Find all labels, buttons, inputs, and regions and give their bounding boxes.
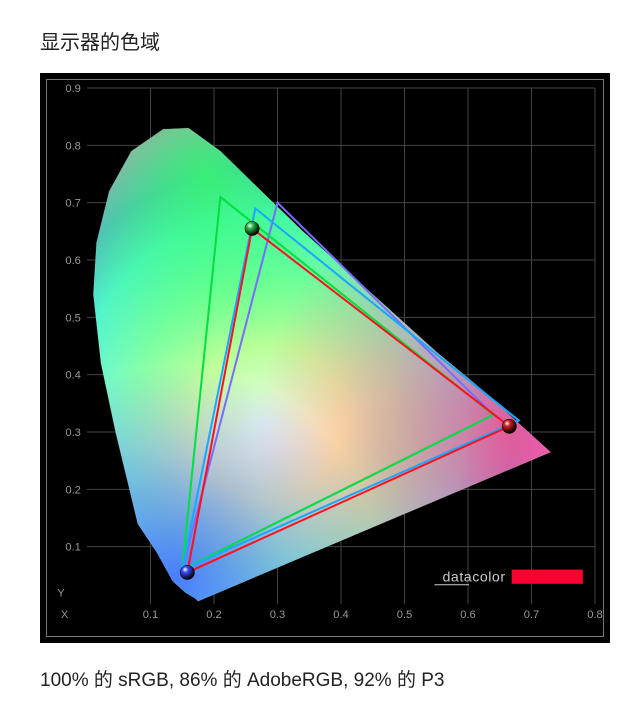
chart-svg: 0.10.20.30.40.50.60.70.80.10.20.30.40.50…: [87, 88, 595, 604]
primary-marker: [245, 221, 259, 235]
x-tick-label: 0.4: [333, 609, 349, 621]
y-tick-label: 0.1: [65, 542, 81, 554]
x-tick-label: 0.7: [524, 609, 540, 621]
chart-plot-area: 0.10.20.30.40.50.60.70.80.10.20.30.40.50…: [87, 88, 595, 604]
primary-marker: [502, 419, 516, 433]
brand-bar: [512, 570, 583, 584]
y-tick-label: 0.7: [65, 198, 81, 210]
y-tick-label: 0.4: [65, 370, 81, 382]
y-tick-label: 0.6: [65, 255, 81, 267]
x-tick-label: 0.5: [397, 609, 413, 621]
y-tick-label: 0.2: [65, 484, 81, 496]
brand-logo: datacolor: [443, 570, 506, 586]
x-axis-label: X: [61, 609, 69, 621]
y-axis-label: Y: [57, 588, 65, 600]
chromaticity-chart: 0.1 0.2 0.3 0.4 0.5 0.6 0.7 0.8 0.1 0.2 0.3 0.4 0.5 0…: [40, 73, 610, 643]
y-tick-label: 0.5: [65, 312, 81, 324]
x-tick-label: 0.3: [270, 609, 286, 621]
y-tick-label: 0.9: [65, 83, 81, 95]
y-tick-label: 0.3: [65, 427, 81, 439]
primary-marker: [180, 565, 194, 579]
x-tick-label: 0.2: [206, 609, 222, 621]
y-tick-label: 0.8: [65, 140, 81, 152]
x-tick-label: 0.1: [143, 609, 159, 621]
caption-text: 100% 的 sRGB, 86% 的 AdobeRGB, 92% 的 P3: [40, 665, 620, 692]
page-title: 显示器的色域: [40, 26, 620, 55]
x-tick-label: 0.6: [460, 609, 476, 621]
chart-border: 0.1 0.2 0.3 0.4 0.5 0.6 0.7 0.8 0.1 0.2 0.3 0.4 0.5 0…: [46, 79, 604, 637]
x-tick-label: 0.8: [587, 609, 603, 621]
